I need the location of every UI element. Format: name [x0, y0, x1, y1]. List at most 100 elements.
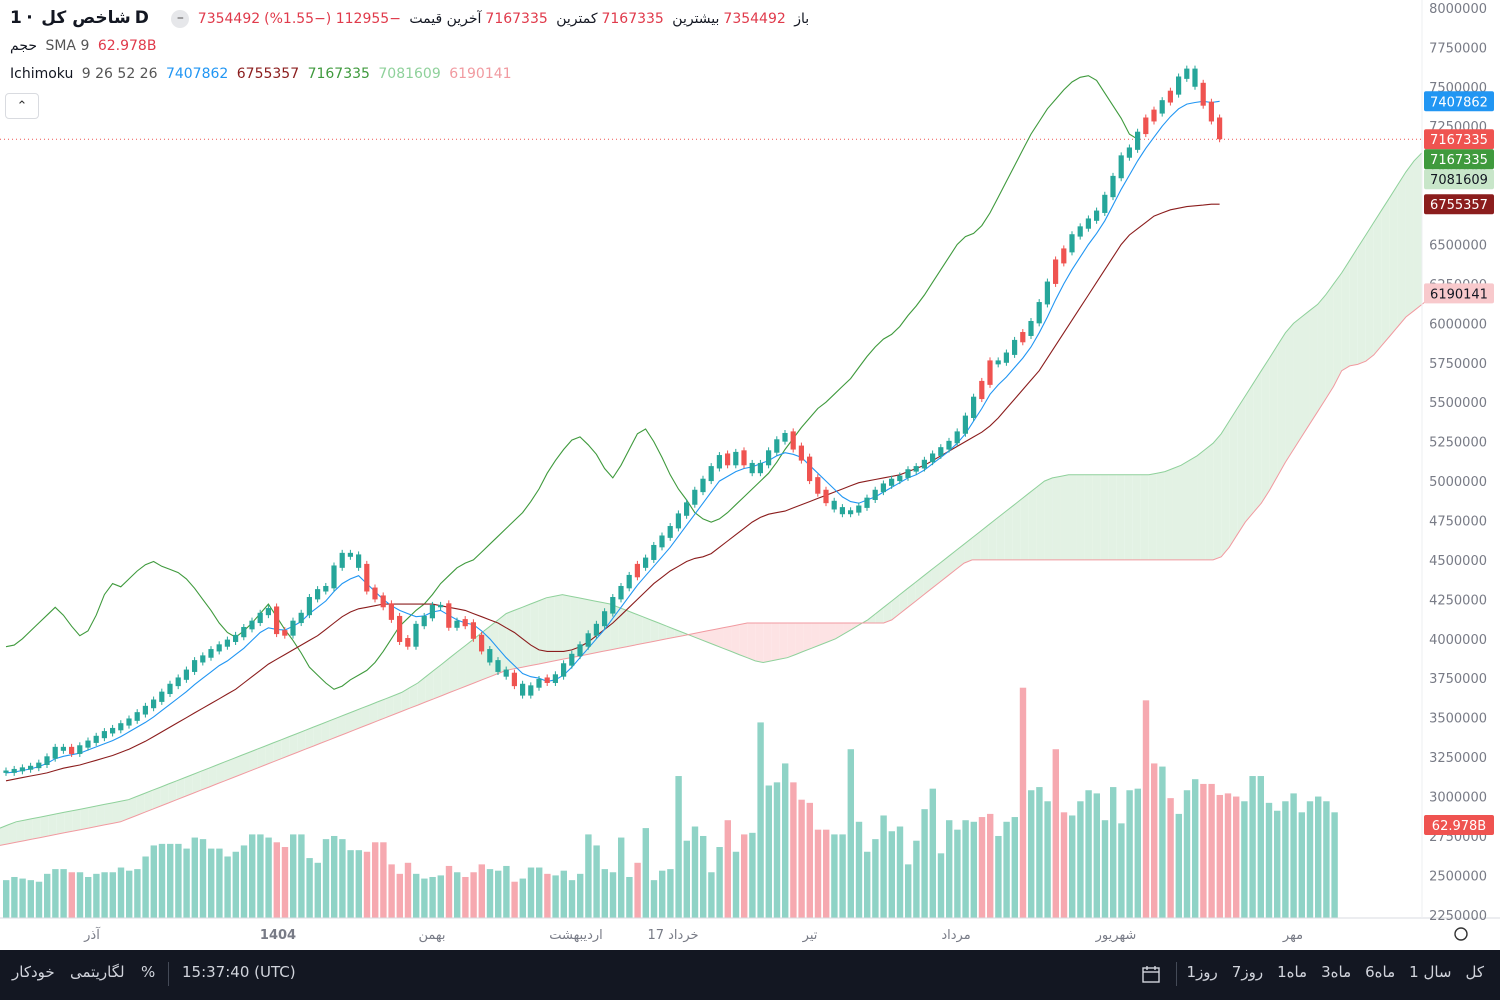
cloud-segment — [530, 600, 539, 666]
candle-body — [725, 453, 731, 466]
range-button-2[interactable]: 6ماه — [1365, 963, 1396, 981]
percent-scale-button[interactable]: % — [141, 963, 156, 981]
cloud-segment — [88, 806, 97, 829]
volume-bar — [601, 869, 608, 918]
volume-bar — [585, 834, 592, 918]
candle-body — [1159, 100, 1165, 114]
cloud-segment — [112, 801, 121, 824]
candle-body — [1012, 339, 1018, 355]
ichimoku-cloud — [0, 152, 1439, 846]
toolbar-divider — [168, 962, 169, 986]
cloud-segment — [1213, 433, 1222, 560]
interval-separator: · — [26, 8, 33, 28]
volume-name[interactable]: حجم — [10, 38, 38, 54]
volume-bar — [35, 881, 43, 918]
candle-body — [487, 649, 493, 663]
x-tick-label: اردیبهشت — [549, 928, 603, 943]
change-value: −112955 (−1.55%) — [264, 11, 401, 27]
candle-body — [1208, 101, 1214, 122]
volume-bar — [560, 870, 567, 918]
cloud-segment — [401, 687, 410, 712]
volume-bar — [765, 785, 772, 918]
candle-body — [708, 466, 714, 482]
date-range-icon[interactable] — [1140, 963, 1162, 989]
volume-bar — [404, 862, 412, 918]
volume-bar — [1019, 687, 1027, 918]
volume-bar — [1175, 813, 1182, 918]
y-tick-label: 5000000 — [1429, 475, 1487, 490]
volume-bar — [741, 834, 748, 918]
volume-bar — [150, 845, 157, 918]
volume-bar — [1011, 817, 1018, 918]
volume-bar — [1060, 812, 1068, 918]
volume-bar — [1142, 700, 1150, 918]
range-button-1[interactable]: 1 سال — [1409, 963, 1452, 981]
cloud-segment — [224, 758, 233, 781]
volume-bar — [1028, 790, 1035, 918]
cloud-segment — [345, 711, 354, 734]
cloud-segment — [1172, 465, 1181, 560]
candle-body — [610, 597, 616, 614]
candle-body — [938, 447, 944, 456]
cloud-segment — [988, 518, 997, 560]
cloud-segment — [546, 596, 555, 663]
candle-body — [577, 644, 583, 657]
range-button-0[interactable]: کل — [1465, 963, 1484, 981]
candle-body — [569, 653, 575, 666]
cloud-segment — [1389, 184, 1398, 336]
candle-body — [749, 462, 755, 474]
cloud-segment — [915, 575, 924, 601]
candle-body — [224, 639, 230, 647]
range-button-5[interactable]: 7روز — [1231, 963, 1264, 981]
volume-bar — [372, 842, 379, 918]
volume-bar — [44, 873, 51, 918]
volume-bar — [626, 876, 633, 918]
cloud-segment — [747, 623, 756, 661]
volume-ma: SMA 9 — [45, 38, 90, 54]
chart-canvas[interactable]: 8000000775000075000007250000700000067500… — [0, 0, 1500, 950]
cloud-segment — [377, 698, 386, 721]
range-button-3[interactable]: 3ماه — [1321, 963, 1352, 981]
candle-body — [1126, 147, 1132, 158]
candle-body — [823, 489, 829, 504]
candle-body — [380, 595, 386, 608]
candle-body — [1135, 131, 1141, 150]
cloud-segment — [1012, 500, 1021, 560]
volume-bar — [700, 835, 707, 918]
candle-body — [470, 622, 476, 639]
volume-bar — [864, 851, 871, 918]
ichimoku-name[interactable]: Ichimoku — [10, 66, 74, 82]
cloud-segment — [1245, 383, 1254, 523]
y-tick-label: 2250000 — [1429, 909, 1487, 924]
cloud-segment — [457, 645, 466, 690]
cloud-segment — [120, 799, 129, 822]
cloud-segment — [771, 623, 780, 661]
range-button-6[interactable]: 1روز — [1186, 963, 1218, 981]
cloud-segment — [522, 604, 531, 668]
cloud-segment — [1180, 460, 1190, 560]
candle-body — [766, 450, 772, 466]
symbol-name[interactable]: شاخص کل — [41, 8, 131, 28]
interval-label[interactable]: 1D — [10, 8, 149, 28]
kijun-line — [5, 203, 1220, 782]
volume-bar — [823, 829, 830, 918]
axes: 8000000775000075000007250000700000067500… — [0, 0, 1500, 943]
volume-bar — [1192, 779, 1199, 918]
settings-gear-icon[interactable] — [1454, 927, 1468, 941]
time-zone-clock[interactable]: 15:37:40 (UTC) — [182, 963, 296, 981]
cloud-segment — [128, 796, 137, 819]
cloud-segment — [964, 537, 973, 564]
candle-body — [831, 500, 837, 510]
log-scale-button[interactable]: لگاریتمی — [70, 963, 125, 981]
auto-scale-button[interactable]: خودکار — [12, 963, 55, 981]
volume-bar — [732, 851, 740, 918]
legend-toggle-icon[interactable]: – — [171, 10, 190, 28]
collapse-legend-button[interactable]: ⌃ — [5, 93, 39, 119]
cloud-segment — [1036, 481, 1045, 560]
cloud-segment — [232, 755, 242, 778]
volume-bar — [257, 834, 264, 918]
candle-body — [618, 585, 624, 600]
cloud-segment — [208, 765, 217, 788]
range-button-4[interactable]: 1ماه — [1277, 963, 1308, 981]
volume-bar — [199, 839, 207, 918]
